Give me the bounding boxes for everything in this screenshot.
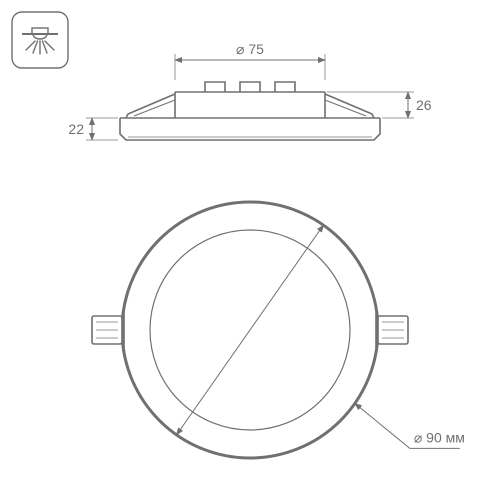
plan-view: ⌀ 90 мм <box>92 202 465 458</box>
dim-height-right: 26 <box>416 97 432 113</box>
side-view: ⌀ 75 22 26 <box>68 41 431 140</box>
dim-height-left: 22 <box>68 121 84 137</box>
dim-top-width: ⌀ 75 <box>236 41 264 57</box>
dim-diameter: ⌀ 90 мм <box>414 429 465 445</box>
technical-drawing: ⌀ 75 22 26 ⌀ 90 мм <box>0 0 500 500</box>
downlight-icon <box>12 12 68 68</box>
